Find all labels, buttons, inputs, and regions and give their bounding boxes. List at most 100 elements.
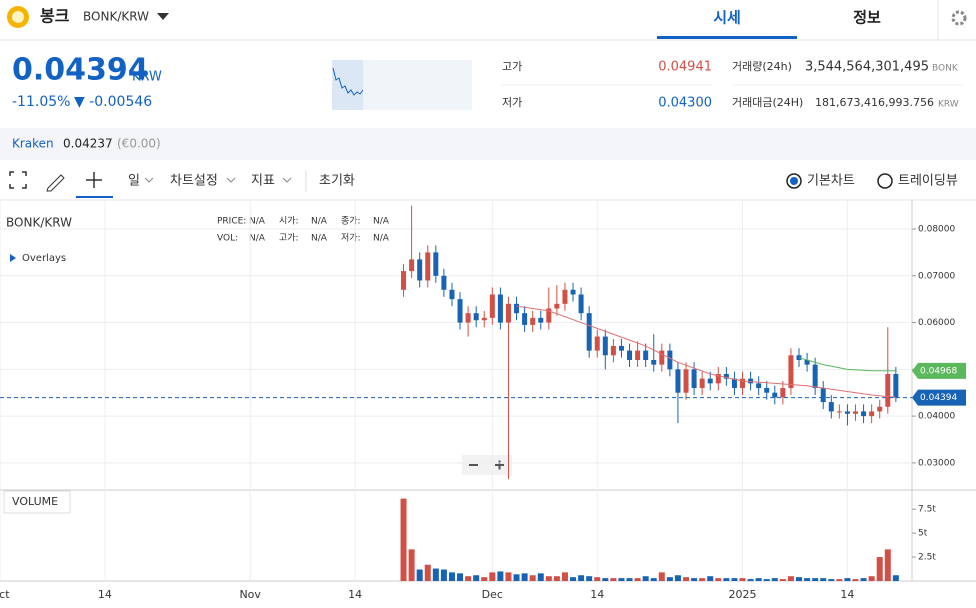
candle-body (659, 350, 665, 365)
sparkline-area (332, 60, 363, 110)
volume-bar (424, 564, 431, 581)
volume-bar (658, 572, 665, 581)
settings-icon[interactable] (951, 10, 967, 26)
y-tick-label: 0.07000 (918, 271, 955, 281)
volume-bar (892, 575, 899, 581)
pair-dropdown[interactable] (157, 13, 169, 20)
mode-option[interactable]: 트레이딩뷰 (898, 174, 958, 189)
candle-body (610, 345, 616, 356)
overlays-caret[interactable] (10, 254, 16, 262)
legend-value: N/A (249, 234, 266, 244)
fullscreen-icon[interactable] (9, 171, 27, 189)
sparkline (332, 67, 364, 96)
candle-body (836, 411, 842, 413)
crosshair-icon[interactable] (86, 172, 102, 188)
candle-body (723, 374, 729, 379)
high-label: 고가 (502, 60, 522, 73)
legend-label: 종가: (341, 216, 361, 227)
candle-body (586, 313, 592, 351)
volume-bar (804, 578, 811, 581)
overlays[interactable]: Overlays (22, 253, 66, 264)
currency: KRW (132, 70, 162, 85)
price-badge (912, 389, 966, 406)
volume-bar (739, 578, 746, 581)
volume-bar (683, 577, 690, 581)
volume-bar (844, 578, 851, 581)
interval[interactable]: 일 (128, 174, 140, 189)
candle-body (780, 388, 786, 398)
draw-icon[interactable] (46, 174, 65, 192)
coin-logo-face (12, 11, 24, 23)
y-tick-label: 0.08000 (918, 225, 955, 235)
zoom-controls (462, 455, 512, 475)
candle-body (489, 294, 495, 318)
volume-bar (586, 576, 593, 581)
tab[interactable]: 시세 (713, 9, 741, 27)
legend-label: 저가: (341, 233, 361, 244)
volume-bar (465, 576, 472, 581)
volume-bar (561, 572, 568, 581)
x-tick-label: 14 (840, 588, 854, 601)
volume-bar (828, 579, 835, 581)
y-tick-label: 0.03000 (918, 458, 955, 468)
volume-bar (820, 578, 827, 581)
volume-bar (537, 573, 544, 581)
x-tick-label: Nov (239, 588, 261, 601)
candle-body (433, 252, 439, 276)
tab[interactable]: 정보 (853, 9, 881, 27)
pair[interactable]: BONK/KRW (83, 10, 149, 24)
low-value: 0.04300 (658, 96, 712, 111)
indicator-line (516, 305, 896, 398)
legend-label: PRICE: (217, 217, 246, 227)
volume-bar (602, 578, 609, 581)
volume-bar (699, 578, 706, 581)
x-tick-label: 14 (348, 588, 362, 601)
volume-bar (505, 572, 512, 581)
reset[interactable]: 초기화 (319, 174, 355, 189)
volume-bar (416, 569, 423, 581)
volume-bar (610, 578, 617, 581)
radio[interactable] (877, 173, 893, 189)
zoom-in[interactable] (495, 460, 504, 470)
volume-tick-label: 5t (918, 529, 928, 539)
tool-active (76, 196, 113, 198)
candle-body (861, 411, 867, 417)
candle-body (505, 303, 511, 323)
candle-body (514, 303, 520, 314)
legend-value: N/A (311, 234, 328, 244)
indicators[interactable]: 지표 (251, 174, 275, 189)
candle-body (602, 336, 608, 356)
candle-body (473, 313, 479, 321)
candle-body (401, 271, 407, 290)
candle-body (417, 259, 423, 281)
y-tick-label: 0.04000 (918, 412, 955, 422)
legend-value: N/A (373, 234, 390, 244)
price: 0.04394 (12, 53, 149, 88)
caret (144, 177, 154, 183)
caret (282, 177, 292, 183)
exchange-name[interactable]: Kraken (12, 137, 54, 151)
radio-selected[interactable] (786, 173, 802, 189)
candle-body (594, 336, 600, 351)
volume-bar (691, 578, 698, 581)
change-rate: -11.05% (12, 94, 70, 110)
volume-bar (723, 578, 730, 581)
chart-settings[interactable]: 차트설정 (170, 174, 218, 189)
coin-name: 봉크 (40, 7, 70, 26)
candle-body (449, 289, 455, 300)
value-unit: KRW (938, 100, 959, 110)
x-tick-label: 14 (590, 588, 604, 601)
candle-body (869, 411, 875, 417)
volume-bar (771, 578, 778, 581)
candle-body (844, 411, 850, 414)
caret (226, 177, 236, 183)
volume-bar (787, 576, 794, 581)
volume-bar (400, 498, 407, 581)
volume-bar (666, 577, 673, 581)
candle-body (788, 355, 794, 389)
chart-title: BONK/KRW (6, 216, 72, 230)
volume-bar (473, 575, 480, 581)
candle-body (651, 359, 657, 365)
mode-option[interactable]: 기본차트 (807, 174, 855, 189)
